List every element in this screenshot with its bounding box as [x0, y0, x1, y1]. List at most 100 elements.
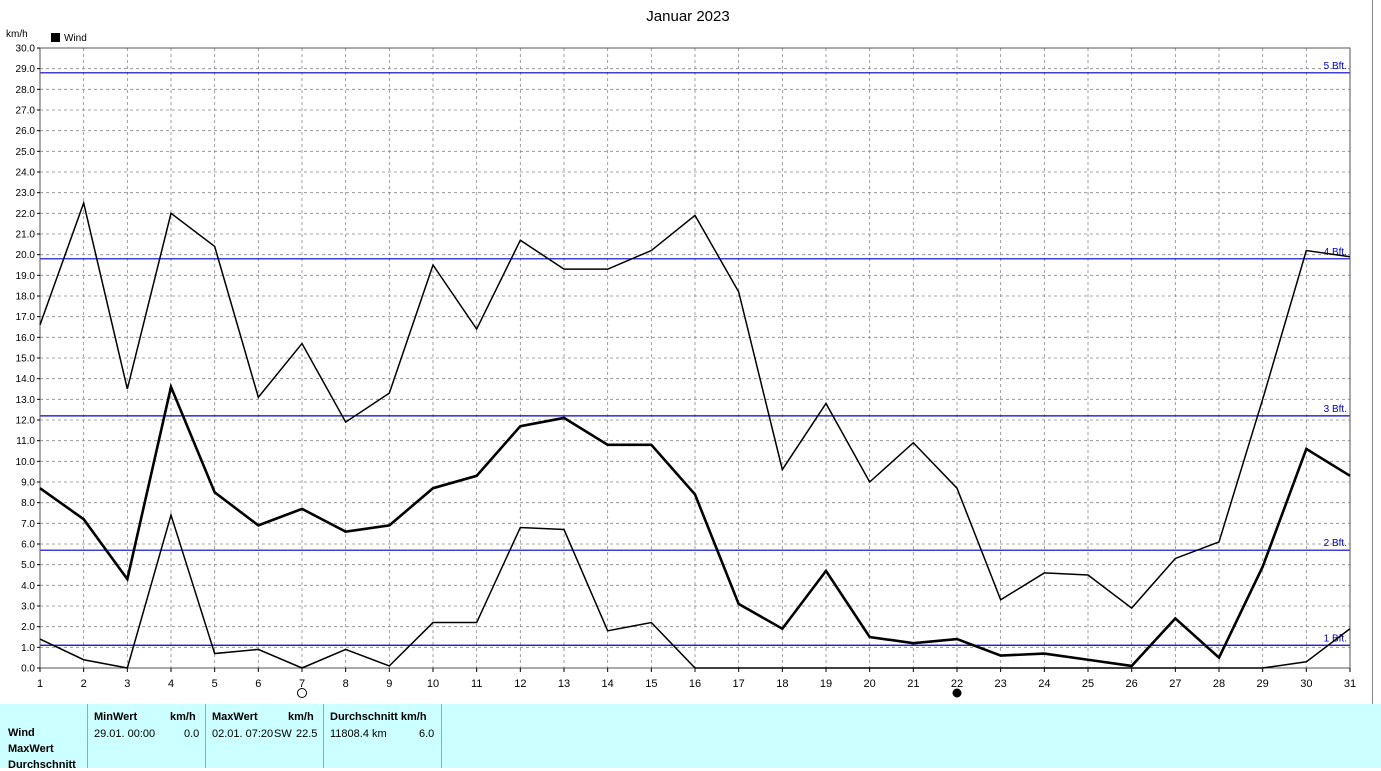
x-tick-labels: 1 2 3 4 5 6 7 8 9 10 11 12 13 14 15 16 17 18 19 20 21 22 23 24 2… [37, 668, 1356, 690]
min-header: MinWert [94, 711, 138, 723]
x-tick-label: 24 [1038, 678, 1050, 690]
x-tick-label: 25 [1082, 678, 1094, 690]
x-tick-label: 19 [820, 678, 832, 690]
x-tick-label: 27 [1169, 678, 1181, 690]
window-edge [1372, 0, 1381, 704]
y-tick-label: 26.0 [16, 126, 36, 137]
avg-column: Durchschnitt km/h 11808.4 km 6.0 [324, 704, 442, 768]
x-tick-label: 22 [951, 678, 963, 690]
y-tick-label: 16.0 [16, 333, 36, 344]
max-date: 02.01. 07:20 [212, 728, 274, 740]
y-tick-label: 23.0 [16, 188, 36, 199]
series-line-max [39, 200, 1351, 610]
x-tick-label: 29 [1257, 678, 1269, 690]
beaufort-label: 4 Bft. [1324, 247, 1347, 258]
x-tick-label: 3 [124, 678, 130, 690]
max-direction: SW [274, 728, 292, 740]
x-tick-label: 23 [995, 678, 1007, 690]
beaufort-label: 1 Bft. [1324, 633, 1347, 644]
y-tick-label: 12.0 [16, 416, 36, 427]
x-tick-label: 26 [1126, 678, 1138, 690]
legend-swatch [51, 33, 60, 42]
legend-label: Wind [64, 33, 87, 44]
x-tick-label: 17 [733, 678, 745, 690]
max-unit: km/h [288, 711, 314, 723]
y-axis-unit-label: km/h [6, 29, 28, 40]
y-tick-label: 8.0 [21, 498, 35, 509]
chart-title: Januar 2023 [646, 8, 729, 25]
y-tick-label: 15.0 [16, 354, 36, 365]
max-value: 22.5 [296, 728, 318, 740]
y-tick-label: 18.0 [16, 292, 36, 303]
max-column: MaxWert km/h 02.01. 07:20 SW 22.5 [206, 704, 324, 768]
x-tick-label: 31 [1344, 678, 1356, 690]
x-tick-label: 16 [689, 678, 701, 690]
y-tick-label: 27.0 [16, 106, 36, 117]
x-tick-label: 20 [864, 678, 876, 690]
full-moon-icon [297, 688, 307, 698]
beaufort-lines: 1 Bft. 2 Bft. 3 Bft. 4 Bft. 5 Bft. [40, 61, 1350, 646]
beaufort-label: 3 Bft. [1324, 404, 1347, 415]
new-moon-icon [952, 688, 962, 698]
y-tick-label: 24.0 [16, 168, 36, 179]
y-tick-label: 1.0 [21, 643, 35, 654]
moon-markers [297, 688, 962, 698]
x-tick-label: 9 [386, 678, 392, 690]
y-tick-label: 30.0 [16, 44, 36, 55]
y-tick-label: 3.0 [21, 602, 35, 613]
y-tick-label: 11.0 [16, 436, 35, 447]
row-label-wind: Wind [8, 727, 35, 739]
min-column: MinWert km/h 29.01. 00:00 0.0 [88, 704, 206, 768]
x-tick-label: 4 [168, 678, 174, 690]
y-tick-label: 17.0 [16, 312, 36, 323]
avg-value: 6.0 [419, 728, 435, 740]
y-tick-label: 0.0 [21, 664, 35, 675]
x-tick-label: 13 [558, 678, 570, 690]
x-tick-label: 1 [37, 678, 43, 690]
x-tick-label: 28 [1213, 678, 1225, 690]
y-tick-label: 10.0 [16, 457, 36, 468]
y-tick-label: 7.0 [21, 519, 35, 530]
y-tick-label: 21.0 [16, 230, 36, 241]
grid [40, 48, 1350, 668]
y-tick-label: 25.0 [16, 147, 36, 158]
row-label-maxwert: MaxWert [8, 743, 54, 755]
y-tick-label: 22.0 [16, 209, 36, 220]
y-tick-label: 4.0 [21, 581, 35, 592]
x-tick-label: 12 [514, 678, 526, 690]
beaufort-label: 2 Bft. [1324, 538, 1347, 549]
x-tick-label: 30 [1300, 678, 1312, 690]
y-tick-label: 14.0 [16, 374, 36, 385]
x-tick-label: 15 [645, 678, 657, 690]
x-tick-label: 8 [343, 678, 349, 690]
avg-distance: 11808.4 km [330, 728, 387, 740]
wind-chart: Januar 2023 km/h Wind 1 Bft. 2 Bft. 3 Bft.… [6, 8, 1356, 698]
y-tick-label: 13.0 [16, 395, 36, 406]
avg-header: Durchschnitt km/h [330, 711, 427, 723]
x-tick-label: 11 [471, 678, 482, 690]
x-tick-label: 7 [299, 678, 305, 690]
y-tick-label: 29.0 [16, 64, 36, 75]
stats-panel: Wind MaxWert Durchschnitt MinWert km/h 2… [0, 704, 1381, 771]
label-column [0, 704, 88, 768]
min-unit: km/h [170, 711, 196, 723]
beaufort-label: 5 Bft. [1324, 61, 1347, 72]
x-tick-label: 21 [907, 678, 919, 690]
x-tick-label: 10 [427, 678, 439, 690]
y-tick-label: 5.0 [21, 560, 35, 571]
x-tick-label: 14 [602, 678, 614, 690]
y-tick-labels: 0.0 1.0 2.0 3.0 4.0 5.0 6.0 7.0 8.0 9.0 10.0 11.0 12… [16, 44, 40, 675]
y-tick-label: 2.0 [21, 622, 35, 633]
x-tick-label: 5 [212, 678, 218, 690]
y-tick-label: 28.0 [16, 85, 36, 96]
y-tick-label: 20.0 [16, 250, 36, 261]
max-header: MaxWert [212, 711, 258, 723]
x-tick-label: 18 [776, 678, 788, 690]
y-tick-label: 19.0 [16, 271, 36, 282]
series-line-avg [39, 382, 1351, 668]
y-tick-label: 6.0 [21, 540, 35, 551]
min-value: 0.0 [184, 728, 200, 740]
x-tick-label: 2 [81, 678, 87, 690]
min-date: 29.01. 00:00 [94, 728, 156, 740]
y-tick-label: 9.0 [21, 478, 35, 489]
